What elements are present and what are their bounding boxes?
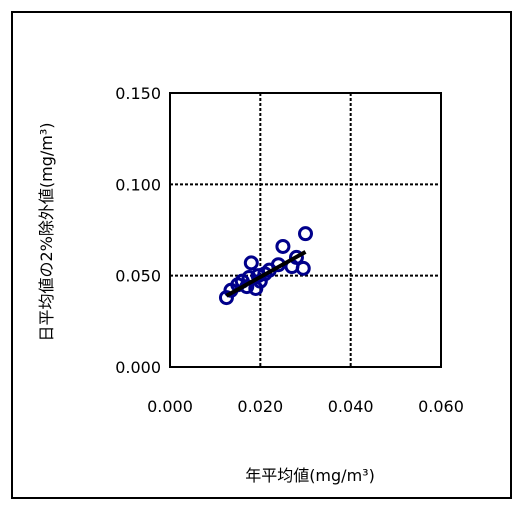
data-point: [243, 255, 259, 271]
y-tick-label: 0.100: [115, 175, 161, 194]
x-tick-label: 0.000: [147, 397, 193, 416]
chart-marks: [218, 226, 313, 306]
trend-line: [225, 250, 307, 298]
data-point: [295, 260, 311, 276]
grid: [170, 93, 441, 367]
tick-labels: 0.000 0.020 0.040 0.060 0.000 0.050 0.100 0.150: [115, 84, 464, 416]
y-tick-label: 0.050: [115, 267, 161, 286]
data-point: [275, 238, 291, 254]
x-tick-label: 0.020: [237, 397, 283, 416]
x-axis-label: 年平均値(mg/m³): [245, 466, 375, 485]
x-tick-label: 0.040: [328, 397, 374, 416]
x-tick-label: 0.060: [418, 397, 464, 416]
data-point: [288, 249, 304, 265]
y-axis-label: 日平均値の2%除外値(mg/m³): [37, 122, 56, 341]
y-tick-label: 0.150: [115, 84, 161, 103]
data-point: [298, 226, 313, 242]
y-tick-label: 0.000: [115, 358, 161, 377]
plot-area: [169, 92, 442, 368]
